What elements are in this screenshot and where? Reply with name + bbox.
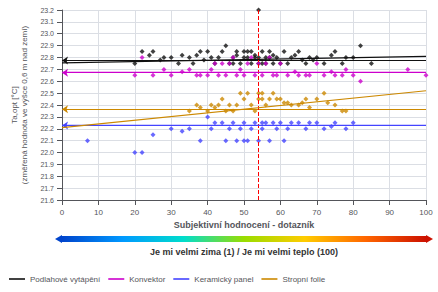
svg-text:21.6: 21.6 — [40, 197, 54, 204]
svg-text:10: 10 — [94, 208, 103, 217]
svg-text:22.7: 22.7 — [40, 66, 54, 73]
svg-text:40: 40 — [203, 208, 212, 217]
svg-text:22.4: 22.4 — [40, 102, 54, 109]
svg-text:Stropní folie: Stropní folie — [282, 275, 325, 284]
svg-text:23.1: 23.1 — [40, 18, 54, 25]
svg-text:80: 80 — [349, 208, 358, 217]
svg-text:60: 60 — [276, 208, 285, 217]
svg-text:22.8: 22.8 — [40, 54, 54, 61]
svg-text:70: 70 — [312, 208, 321, 217]
svg-text:20: 20 — [130, 208, 139, 217]
svg-text:23.2: 23.2 — [40, 7, 54, 14]
svg-text:21.7: 21.7 — [40, 185, 54, 192]
svg-text:Keramický panel: Keramický panel — [194, 275, 253, 284]
svg-text:21.9: 21.9 — [40, 161, 54, 168]
svg-text:Je mi velmi zima (1) / Je mi v: Je mi velmi zima (1) / Je mi velmi teplo… — [150, 247, 338, 257]
svg-text:(změřená hodnota ve výšce 0,6: (změřená hodnota ve výšce 0,6 m nad zemí… — [20, 26, 29, 185]
svg-text:Subjektivní hodnocení - dotazn: Subjektivní hodnocení - dotazník — [174, 220, 316, 230]
svg-text:Konvektor: Konvektor — [129, 275, 165, 284]
svg-text:22.1: 22.1 — [40, 137, 54, 144]
svg-text:22.3: 22.3 — [40, 113, 54, 120]
svg-text:22.5: 22.5 — [40, 90, 54, 97]
svg-text:22.0: 22.0 — [40, 149, 54, 156]
svg-text:23.0: 23.0 — [40, 30, 54, 37]
svg-text:50: 50 — [240, 208, 249, 217]
svg-text:22.9: 22.9 — [40, 42, 54, 49]
svg-text:22.6: 22.6 — [40, 78, 54, 85]
svg-text:22.2: 22.2 — [40, 125, 54, 132]
svg-text:100: 100 — [419, 208, 433, 217]
svg-text:0: 0 — [60, 208, 65, 217]
svg-text:90: 90 — [385, 208, 394, 217]
svg-text:Podlahové vytápění: Podlahové vytápění — [30, 275, 101, 284]
svg-text:Ta,opt [°C]: Ta,opt [°C] — [10, 86, 19, 123]
svg-text:30: 30 — [167, 208, 176, 217]
svg-text:21.8: 21.8 — [40, 173, 54, 180]
